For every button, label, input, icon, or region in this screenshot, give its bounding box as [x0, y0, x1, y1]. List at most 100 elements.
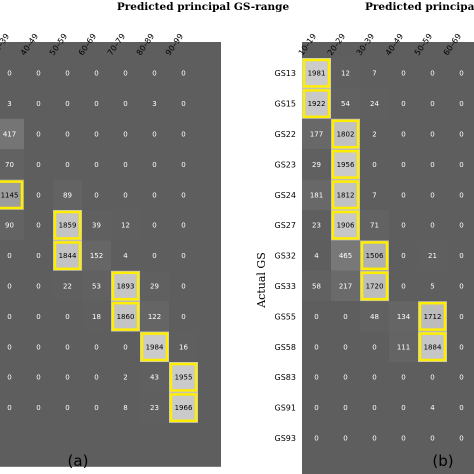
cell-value: 0: [94, 374, 98, 382]
heatmap-cell: [24, 362, 53, 393]
cell-value: 0: [181, 191, 185, 199]
cell-value: 0: [401, 435, 405, 443]
heatmap-cell: [447, 58, 474, 89]
heatmap-cell: [140, 270, 169, 302]
heatmap-cell: [331, 392, 360, 423]
heatmap-cell: [389, 240, 418, 271]
heatmap-cell: [169, 179, 198, 210]
heatmap-cell: [24, 58, 53, 89]
cell-value: 0: [401, 100, 405, 108]
heatmap-cell: [111, 392, 140, 423]
heatmap-cell: [418, 118, 447, 150]
panel-a: Predicted principal GS-range 0 0 0 0 0 0 0 3 0 0 0 0…: [0, 1, 289, 470]
heatmap-cell: [447, 240, 474, 271]
heatmap-cell: [302, 149, 331, 180]
cell-value: 70: [5, 161, 14, 169]
y-tick-label: GS33: [275, 282, 296, 291]
cell-value: 0: [123, 131, 127, 139]
cell-value: 0: [7, 70, 11, 78]
heatmap-cell: [82, 210, 111, 241]
cell-value: 0: [314, 343, 318, 351]
cell-value: 1844: [59, 252, 77, 260]
heatmap-cell: [302, 240, 331, 271]
cell-value: 0: [181, 283, 185, 291]
cell-value: 0: [459, 131, 463, 139]
highlight-box: [360, 241, 389, 271]
cell-value: 21: [428, 252, 437, 260]
cell-value: 1812: [337, 191, 355, 199]
cell-value: 1956: [337, 161, 355, 169]
cell-value: 0: [36, 343, 40, 351]
cell-value: 71: [370, 222, 379, 230]
heatmap-cell: [24, 118, 53, 150]
cell-value: 0: [401, 283, 405, 291]
heatmap-cell: [169, 331, 198, 362]
heatmap-cell: [169, 149, 198, 180]
cell-value: 0: [314, 374, 318, 382]
heatmap-cell: [111, 331, 140, 362]
cell-value: 0: [152, 131, 156, 139]
heatmap-cell: [0, 210, 24, 241]
heatmap-cell: [389, 88, 418, 119]
cell-value: 18: [92, 313, 101, 321]
cell-value: 0: [123, 191, 127, 199]
heatmap-cell: [331, 422, 360, 454]
heatmap-cell: [140, 149, 169, 180]
highlight-box: [331, 119, 360, 149]
cell-value: 54: [341, 100, 350, 108]
heatmap-cell: [53, 240, 82, 271]
heatmap-cell: [24, 392, 53, 423]
cell-value: 0: [65, 100, 69, 108]
cell-value: 48: [370, 313, 379, 321]
cell-value: 0: [343, 404, 347, 412]
heatmap-cell: [0, 331, 24, 362]
cell-value: 0: [459, 70, 463, 78]
cell-value: 0: [36, 161, 40, 169]
highlight-box: [53, 241, 82, 271]
heatmap-cell: [82, 301, 111, 332]
cell-value: 0: [459, 191, 463, 199]
heatmap-cell: [418, 301, 447, 332]
cell-value: 0: [314, 313, 318, 321]
cell-value: 0: [7, 313, 11, 321]
heatmap-cell: [140, 118, 169, 150]
highlight-box: [169, 362, 198, 392]
cell-value: 0: [401, 131, 405, 139]
cell-value: 111: [397, 343, 410, 351]
heatmap-cell: [0, 149, 24, 180]
heatmap-cell: [169, 210, 198, 241]
heatmap-cell: [302, 118, 331, 150]
cell-value: 0: [430, 222, 434, 230]
heatmap-cell: [389, 179, 418, 210]
heatmap-cell: [447, 362, 474, 393]
cell-value: 0: [430, 70, 434, 78]
cell-value: 0: [430, 435, 434, 443]
heatmap-cell: [389, 118, 418, 150]
heatmap-cell: [82, 88, 111, 119]
cell-value: 0: [7, 404, 11, 412]
heatmap-cell: [360, 301, 389, 332]
highlight-box: [418, 332, 447, 362]
heatmap-cell: [302, 422, 331, 454]
heatmap-cell: [447, 422, 474, 454]
cell-value: 217: [339, 283, 352, 291]
heatmap-cell: [331, 331, 360, 362]
heatmap-cell: [418, 210, 447, 241]
cell-value: 0: [94, 343, 98, 351]
heatmap-cell: [111, 58, 140, 89]
cell-value: 0: [181, 100, 185, 108]
heatmap-cell: [302, 301, 331, 332]
heatmap-cell: [0, 240, 24, 271]
cell-value: 29: [150, 283, 159, 291]
y-tick-label: GS23: [275, 160, 296, 169]
heatmap-cell: [140, 179, 169, 210]
heatmap-cell: [82, 392, 111, 423]
heatmap-cell: [82, 270, 111, 302]
cell-value: 0: [401, 374, 405, 382]
cell-value: 4: [123, 252, 128, 260]
cell-value: 0: [152, 70, 156, 78]
heatmap-cell: [418, 270, 447, 302]
cell-value: 152: [90, 252, 103, 260]
heatmap-cell: [53, 88, 82, 119]
